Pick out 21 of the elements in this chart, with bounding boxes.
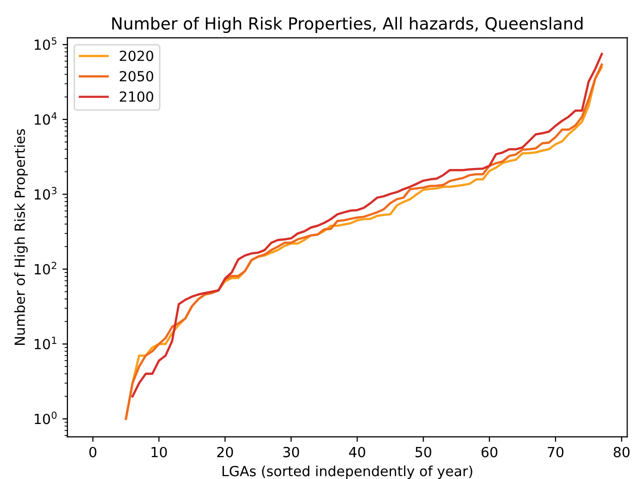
x-tick-label: 20	[217, 446, 233, 458]
y-axis-title: Number of High Risk Properties	[14, 129, 28, 345]
legend-label: 2020	[120, 50, 154, 62]
y-tick-label: 10$^{5}$	[34, 37, 56, 50]
chart-title: Number of High Risk Properties, All hazards, Queensland	[112, 16, 583, 33]
x-tick-label: 0	[89, 446, 96, 458]
x-tick-label: 40	[349, 446, 366, 458]
y-tick-label: 10$^{3}$	[34, 186, 56, 200]
x-axis-title: LGAs (sorted independently of year)	[222, 466, 472, 479]
x-tick-label: 30	[283, 446, 300, 458]
legend-label: 2100	[120, 91, 154, 102]
x-tick-label: 10	[152, 446, 167, 458]
y-tick-label: 10$^{1}$	[34, 336, 56, 350]
y-tick-label: 10$^{2}$	[34, 262, 56, 275]
x-tick-label: 80	[614, 446, 630, 458]
x-tick-label: 70	[548, 446, 564, 458]
y-tick-label: 10$^{0}$	[34, 411, 57, 424]
y-tick-label: 10$^{4}$	[34, 112, 57, 125]
x-tick-label: 60	[482, 446, 498, 458]
x-tick-label: 50	[416, 446, 432, 458]
legend-label: 2050	[120, 70, 154, 82]
